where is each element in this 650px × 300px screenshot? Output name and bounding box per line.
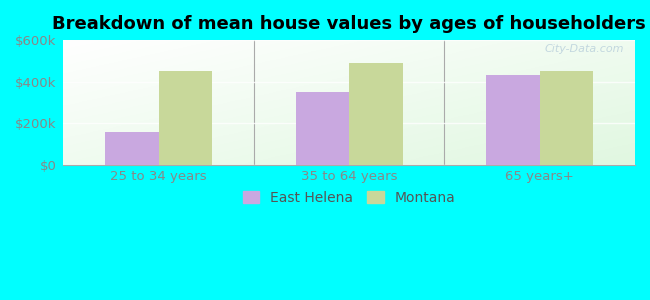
- Bar: [486, 76, 540, 165]
- Title: Breakdown of mean house values by ages of householders: Breakdown of mean house values by ages o…: [53, 15, 646, 33]
- Bar: [349, 63, 402, 165]
- Text: City-Data.com: City-Data.com: [544, 44, 623, 54]
- Bar: [105, 132, 159, 165]
- Legend: East Helena, Montana: East Helena, Montana: [237, 185, 462, 210]
- Bar: [296, 92, 349, 165]
- Bar: [540, 71, 593, 165]
- Bar: [159, 71, 212, 165]
